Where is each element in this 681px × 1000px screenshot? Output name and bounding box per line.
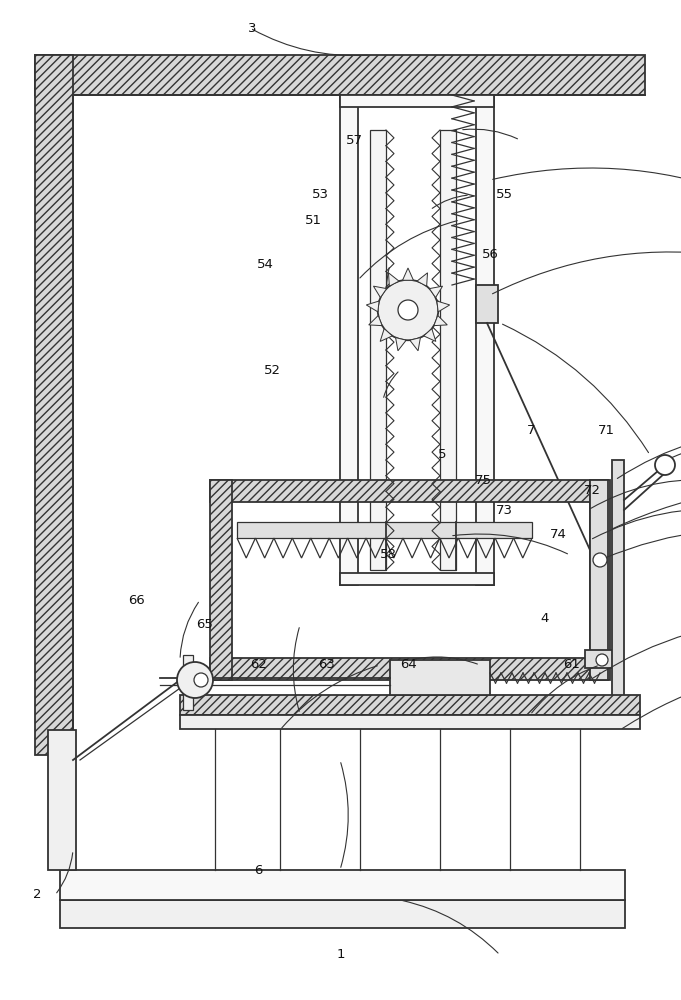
Bar	[585, 650, 615, 668]
Text: 7: 7	[527, 424, 535, 436]
Text: 3: 3	[248, 21, 256, 34]
Text: 1: 1	[336, 948, 345, 962]
Text: 56: 56	[482, 248, 498, 261]
Bar	[35, 55, 645, 95]
Text: 72: 72	[584, 484, 601, 496]
Text: 58: 58	[380, 548, 396, 562]
Bar	[370, 130, 386, 570]
Text: 53: 53	[312, 188, 328, 202]
Bar	[60, 870, 625, 900]
Text: 5: 5	[439, 448, 447, 462]
Bar	[590, 480, 608, 680]
Polygon shape	[368, 315, 382, 326]
Circle shape	[378, 280, 439, 340]
Text: 65: 65	[196, 618, 212, 632]
Text: 74: 74	[550, 528, 567, 542]
Polygon shape	[430, 286, 443, 298]
Bar	[440, 130, 456, 570]
Bar	[183, 655, 193, 710]
Circle shape	[194, 673, 208, 687]
Text: 6: 6	[255, 863, 263, 876]
Polygon shape	[434, 315, 447, 326]
Bar	[476, 285, 498, 323]
Polygon shape	[396, 338, 406, 351]
Polygon shape	[402, 268, 413, 280]
Text: 61: 61	[564, 658, 580, 672]
Bar	[612, 460, 624, 700]
Bar	[180, 695, 640, 715]
Text: 54: 54	[257, 258, 274, 271]
Circle shape	[655, 455, 675, 475]
Bar	[237, 522, 532, 538]
Polygon shape	[388, 273, 399, 286]
Bar	[340, 573, 494, 585]
Bar	[210, 480, 590, 502]
Polygon shape	[424, 329, 436, 341]
Text: 55: 55	[496, 188, 512, 202]
Text: 64: 64	[400, 658, 417, 672]
Polygon shape	[410, 338, 420, 351]
Polygon shape	[437, 301, 449, 312]
Text: 75: 75	[475, 474, 492, 487]
Text: 52: 52	[264, 363, 281, 376]
Bar	[210, 658, 590, 680]
Text: 66: 66	[128, 593, 144, 606]
Bar	[48, 730, 76, 870]
Circle shape	[596, 654, 608, 666]
Text: 62: 62	[251, 658, 267, 672]
Text: 51: 51	[305, 214, 321, 227]
Text: 2: 2	[33, 888, 42, 902]
Text: 73: 73	[496, 504, 512, 516]
Bar	[210, 480, 232, 680]
Circle shape	[177, 662, 213, 698]
Text: 57: 57	[346, 133, 362, 146]
Polygon shape	[417, 273, 428, 286]
Bar	[590, 480, 610, 680]
Polygon shape	[366, 301, 379, 312]
Bar	[60, 900, 625, 928]
Circle shape	[593, 553, 607, 567]
Bar	[476, 95, 494, 585]
Bar	[340, 95, 358, 585]
Polygon shape	[373, 286, 387, 298]
Bar	[340, 95, 494, 107]
Bar	[35, 55, 73, 755]
Text: 71: 71	[598, 424, 614, 436]
Polygon shape	[380, 329, 392, 341]
Bar	[180, 715, 640, 729]
Bar	[390, 660, 490, 695]
Circle shape	[398, 300, 418, 320]
Text: 4: 4	[541, 611, 549, 624]
Text: 63: 63	[319, 658, 335, 672]
